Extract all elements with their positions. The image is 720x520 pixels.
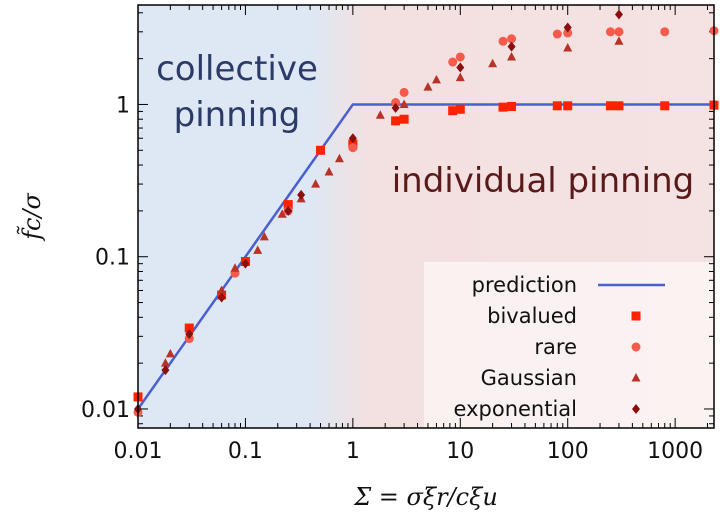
x-tick-label: 100: [547, 439, 589, 464]
rare-point: [552, 29, 562, 39]
gaussian-point: [431, 74, 441, 84]
rare-point: [660, 27, 670, 37]
exponential-point: [185, 329, 194, 340]
rare-point: [348, 143, 358, 153]
y-tick-label: 0.1: [95, 246, 130, 271]
rare-point: [399, 87, 409, 97]
rare-point: [498, 36, 508, 46]
gaussian-point: [277, 209, 287, 218]
bivalued-point: [455, 104, 465, 114]
rare-point: [391, 98, 401, 108]
y-tick-label: 1: [116, 93, 130, 118]
exponential-point: [297, 189, 306, 200]
legend-label-bivalued: bivalued: [487, 304, 577, 328]
x-tick-label: 0.1: [228, 439, 263, 464]
gaussian-point: [160, 358, 170, 367]
legend-swatch-gaussian: [631, 373, 641, 382]
gaussian-point: [375, 110, 385, 119]
bivalued-point: [507, 101, 517, 111]
gaussian-point: [259, 231, 269, 241]
rare-point: [605, 27, 615, 37]
exponential-point: [391, 102, 400, 113]
bivalued-point: [660, 101, 670, 111]
rare-point: [455, 52, 465, 62]
exponential-point: [217, 292, 226, 303]
individual-pinning-label: individual pinning: [392, 161, 695, 201]
gaussian-point: [488, 58, 498, 68]
exponential-point: [507, 41, 516, 52]
bivalued-point: [563, 101, 573, 111]
gaussian-point: [253, 245, 263, 254]
bivalued-point: [498, 102, 508, 112]
bivalued-point: [614, 101, 624, 111]
bivalued-point: [316, 145, 326, 155]
rare-point: [614, 27, 624, 37]
rare-point: [507, 34, 517, 44]
exponential-point: [456, 62, 465, 73]
gaussian-point: [230, 263, 240, 272]
x-tick-label: 0.01: [114, 439, 163, 464]
bivalued-point: [184, 323, 194, 333]
prediction-line: [136, 103, 714, 410]
rare-point: [448, 57, 458, 67]
y-tick-label: 0.01: [81, 398, 130, 423]
collective-pinning-label: pinning: [174, 95, 301, 135]
gaussian-point: [334, 153, 344, 163]
x-tick-label: 1: [346, 439, 360, 464]
bivalued-point: [399, 114, 409, 124]
gaussian-point: [455, 72, 465, 82]
x-tick-label: 1000: [647, 439, 703, 464]
plot-frame: [137, 4, 715, 429]
bivalued-point: [448, 106, 458, 116]
rare-point: [563, 28, 573, 38]
exponential-point: [241, 258, 250, 269]
legend-label-prediction: prediction: [472, 273, 577, 297]
gaussian-point: [563, 42, 573, 52]
exponential-point: [563, 22, 572, 33]
bivalued-point: [605, 101, 615, 111]
y-axis-label: f̃c/σ: [17, 192, 46, 241]
exponential-point: [348, 133, 357, 144]
gaussian-point: [324, 167, 334, 176]
legend-swatch-bivalued: [631, 311, 641, 321]
legend-swatch-rare: [631, 342, 641, 352]
x-tick-label: 10: [446, 439, 474, 464]
exponential-point: [614, 9, 623, 20]
bivalued-point: [552, 101, 562, 111]
collective-pinning-label: collective: [156, 49, 318, 89]
exponential-point: [161, 365, 170, 376]
legend-label-rare: rare: [534, 335, 577, 359]
gaussian-point: [311, 179, 321, 188]
legend-box: [424, 262, 714, 428]
gaussian-point: [423, 82, 433, 91]
gaussian-point: [614, 36, 624, 45]
legend-label-exponential: exponential: [454, 397, 577, 421]
legend-label-gaussian: Gaussian: [481, 366, 577, 390]
bivalued-point: [283, 200, 293, 210]
gaussian-point: [399, 99, 409, 108]
x-axis-label: Σ = σξr/cξu: [353, 483, 498, 511]
gaussian-point: [165, 348, 175, 358]
gaussian-point: [217, 285, 227, 294]
exponential-point: [284, 205, 293, 216]
gaussian-point: [507, 51, 517, 61]
legend-swatch-exponential: [632, 404, 640, 414]
bivalued-point: [391, 116, 401, 126]
